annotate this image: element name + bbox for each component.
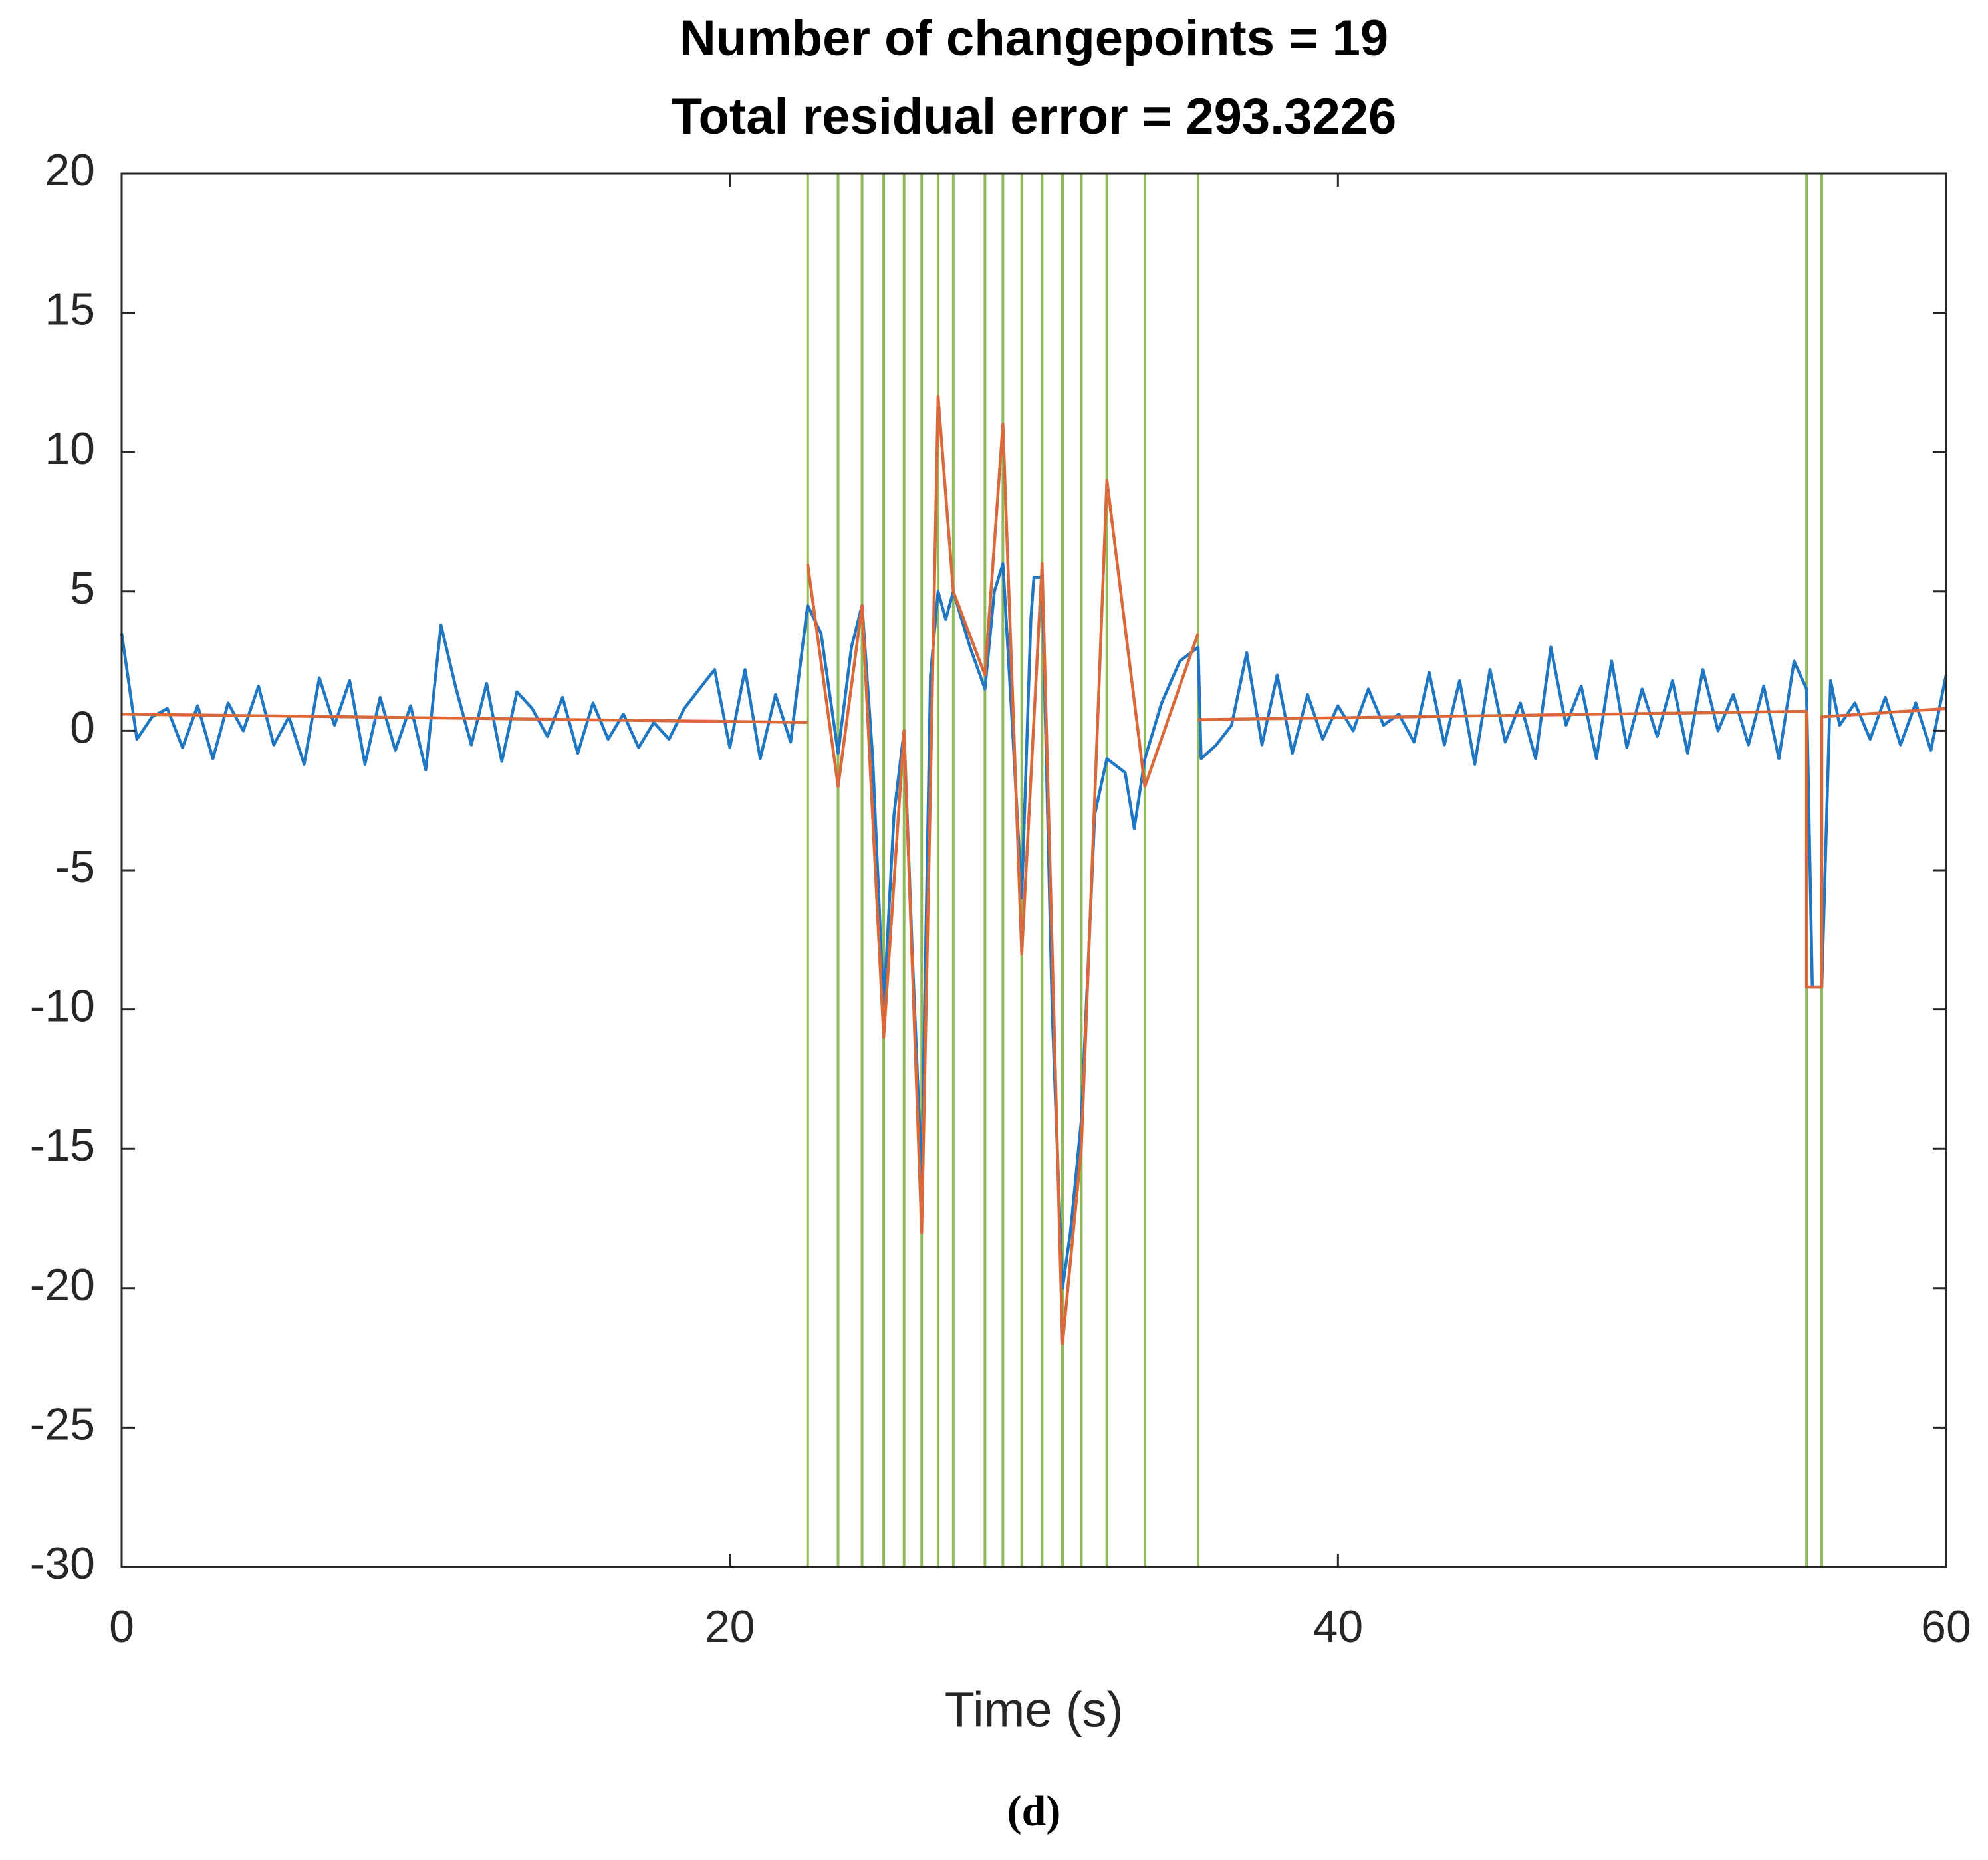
y-tick-label: -25 — [30, 1399, 95, 1449]
y-tick-label: -20 — [30, 1260, 95, 1310]
x-tick-label: 40 — [1313, 1601, 1364, 1652]
y-tick-label: -15 — [30, 1120, 95, 1171]
y-tick-label: -10 — [30, 981, 95, 1032]
x-tick-label: 60 — [1921, 1601, 1971, 1652]
x-tick-label: 0 — [109, 1601, 134, 1652]
y-tick-label: -30 — [30, 1538, 95, 1589]
series-line — [120, 562, 1948, 1290]
y-tick-label: 5 — [70, 563, 95, 614]
plot-frame — [120, 172, 1947, 1568]
y-tick-label: 0 — [70, 702, 95, 753]
y-tick-label: 15 — [45, 285, 95, 335]
x-tick-label: 20 — [705, 1601, 755, 1652]
x-axis-label: Time (s) — [945, 1683, 1124, 1738]
y-tick-label: -5 — [55, 842, 95, 892]
chart-title: Total residual error = 293.3226 — [672, 88, 1397, 145]
caption: (d) — [1007, 1787, 1061, 1835]
series-line — [121, 395, 1947, 1345]
y-tick-label: 20 — [45, 145, 95, 195]
chart-title: Number of changepoints = 19 — [680, 10, 1388, 66]
y-tick-label: 10 — [45, 423, 95, 474]
